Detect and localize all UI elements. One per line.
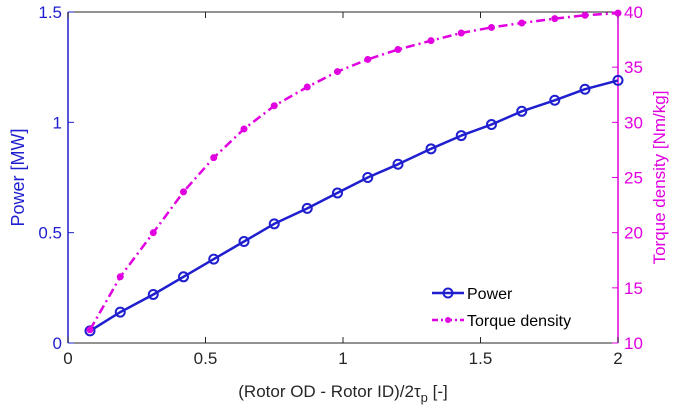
right-y-tick-label: 10	[624, 334, 643, 353]
left-y-tick-label: 0.5	[38, 224, 62, 243]
power-point	[238, 235, 250, 247]
x-axis-label: (Rotor OD - Rotor ID)/2τp [-]	[238, 382, 448, 405]
x-axis-label-suffix: [-]	[428, 382, 448, 401]
torque-density-point	[116, 273, 124, 281]
torque-density-point	[518, 19, 526, 27]
power-point	[549, 94, 561, 106]
x-axis-label-subscript: p	[421, 390, 428, 405]
x-tick-label: 1.5	[469, 349, 493, 368]
x-tick-label: 0.5	[194, 349, 218, 368]
torque-density-point	[334, 68, 341, 76]
right-y-tick-label: 35	[624, 58, 643, 77]
torque-density-point	[180, 188, 187, 196]
left-y-axis-label: Power [MW]	[8, 128, 28, 226]
legend-power-label: Power	[467, 286, 513, 303]
torque-density-point	[427, 37, 435, 45]
legend-torque-marker	[445, 317, 451, 323]
power-point	[579, 83, 591, 95]
torque-density-point	[488, 23, 495, 31]
x-tick-label: 1	[338, 349, 347, 368]
torque-density-point	[364, 55, 372, 63]
power-point	[147, 288, 159, 300]
left-y-tick-label: 1	[53, 113, 62, 132]
torque-density-point	[303, 83, 311, 91]
right-y-tick-label: 20	[624, 224, 643, 243]
left-y-tick-label: 1.5	[38, 3, 62, 22]
right-y-tick-label: 40	[624, 3, 643, 22]
torque-density-point	[394, 46, 402, 54]
torque-density-point	[240, 125, 248, 133]
right-y-tick-label: 30	[624, 113, 643, 132]
power-point	[332, 187, 343, 199]
torque-density-point	[86, 326, 94, 334]
power-point	[455, 130, 467, 142]
power-point	[114, 306, 126, 318]
power-point	[208, 253, 220, 265]
x-tick-label: 0	[63, 349, 72, 368]
power-point	[486, 119, 497, 131]
torque-density-point	[210, 154, 218, 162]
x-tick-label: 2	[613, 349, 622, 368]
power-point	[392, 158, 404, 170]
right-y-tick-label: 15	[624, 279, 643, 298]
torque-density-point	[270, 102, 278, 110]
torque-density-point	[551, 15, 559, 23]
x-axis-label-main: (Rotor OD - Rotor ID)/2τ	[238, 382, 421, 401]
power-point	[425, 143, 437, 155]
power-point	[301, 202, 313, 214]
power-point	[612, 74, 624, 86]
power-line	[89, 79, 619, 332]
power-point	[178, 271, 189, 283]
right-y-axis-label: Torque density [Nm/kg]	[650, 91, 669, 265]
torque-density-point	[149, 229, 157, 237]
left-y-tick-label: 0	[53, 334, 62, 353]
power-point	[516, 105, 528, 117]
right-y-tick-label: 25	[624, 169, 643, 188]
torque-density-point	[614, 9, 622, 17]
power-point	[362, 172, 374, 183]
torque-density-point	[581, 11, 589, 19]
power-point	[268, 218, 280, 230]
legend-torque-label: Torque density	[467, 313, 571, 330]
legend-power-marker	[442, 287, 454, 299]
torque-density-line	[88, 11, 619, 331]
torque-density-point	[457, 29, 465, 37]
